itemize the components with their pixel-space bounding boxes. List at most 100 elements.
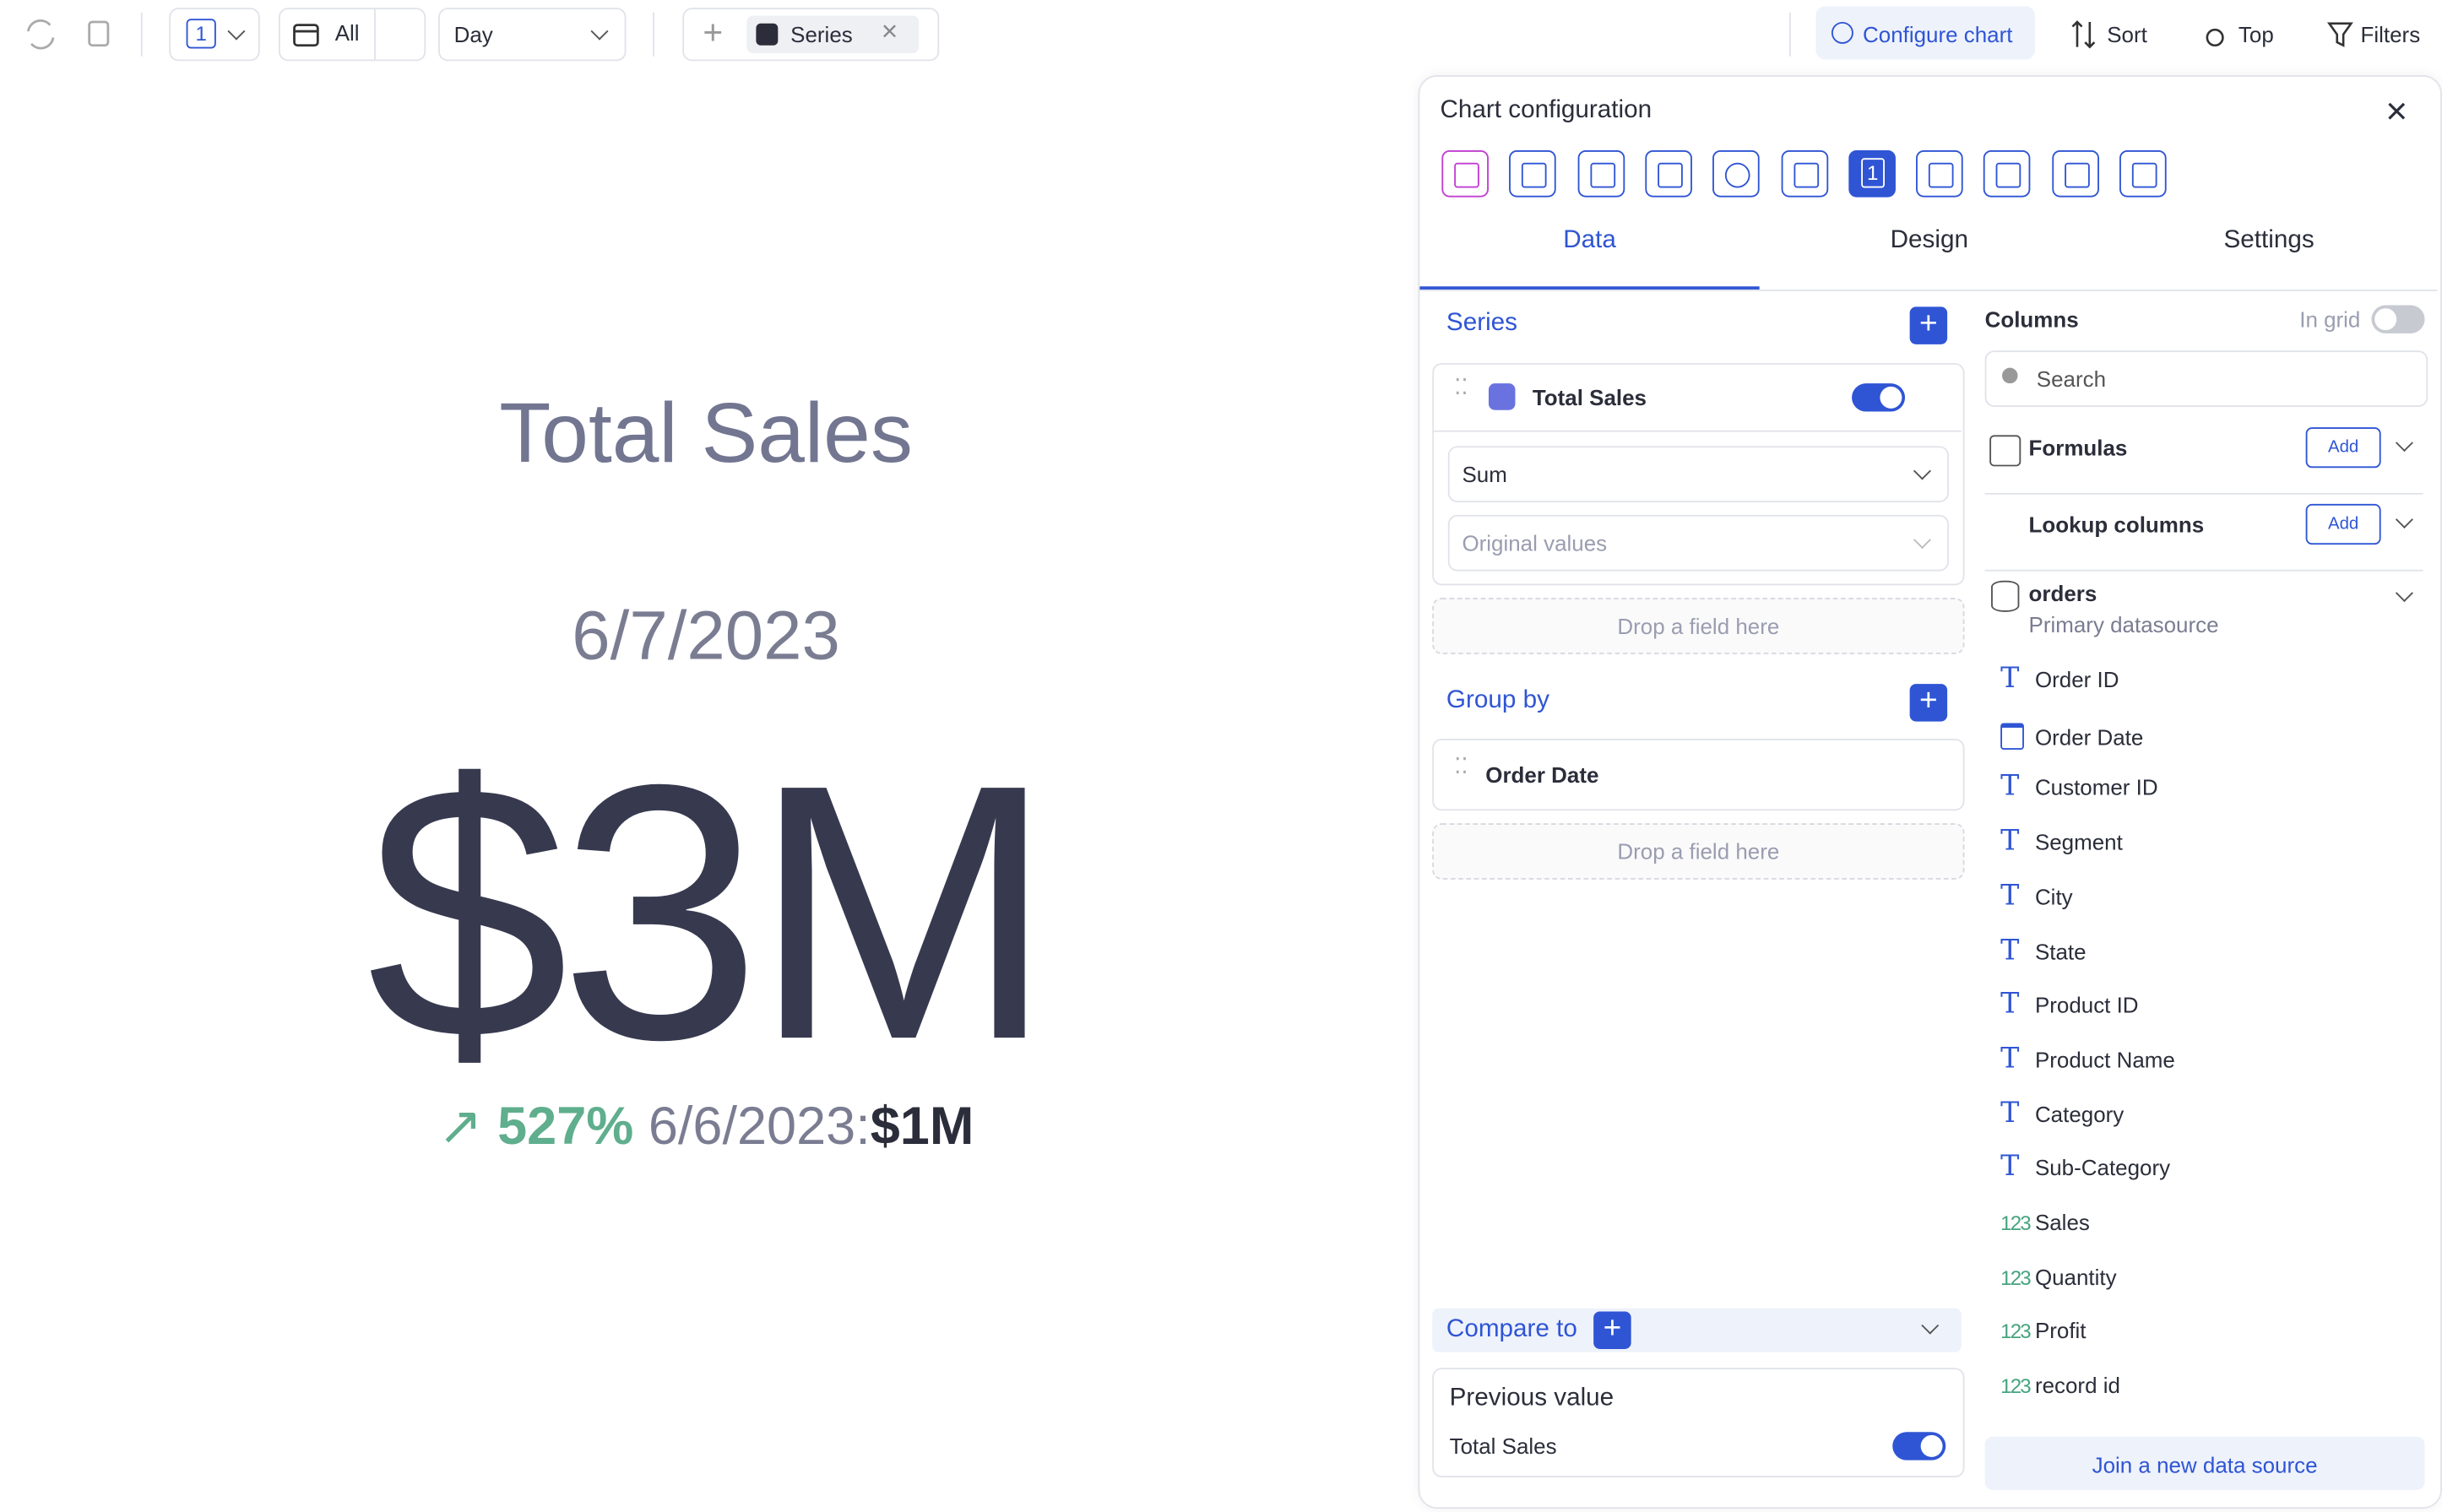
groupby-drop[interactable]: Drop a field here [1432,823,1965,880]
field-type-icon: T [2000,770,2020,804]
field-row: T Product ID [2000,989,2138,1021]
series-heading: Series [1446,310,1517,337]
add-series[interactable]: + [1909,306,1948,344]
kpi-title: Total Sales [499,386,913,481]
tab[interactable]: Data [1563,226,1616,254]
transform-select[interactable]: Original values [1447,514,1949,572]
icon-glyph [1725,162,1750,188]
field-name: Customer ID [2034,775,2158,801]
compare-heading: Compare to [1446,1316,1577,1343]
range-select[interactable]: All [278,8,426,62]
series-name: Total Sales [1532,385,1647,410]
aggregation-label: Sum [1462,461,1507,487]
series-chip-label: Series [790,21,853,47]
chart-type-icon[interactable] [2119,149,2167,198]
chart-type-icon[interactable] [2051,149,2099,198]
field-row: T Order ID [2000,663,2119,695]
groupby-name: Order Date [1485,761,1599,788]
sort-button[interactable]: Sort [2107,21,2147,47]
filters-button[interactable]: Filters [2360,21,2421,47]
configure-button[interactable]: Configure chart [1815,6,2035,60]
series-chip[interactable]: Series × [746,15,920,54]
compare-header[interactable]: Compare to + [1432,1308,1962,1352]
field-name: Segment [2034,829,2123,855]
field-name: State [2034,938,2087,964]
page-number: 1 [186,19,216,49]
chart-type-icon[interactable] [1576,149,1625,198]
panel-title: Chart configuration [1440,96,1652,124]
field-row: 123 record id [2000,1369,2120,1401]
chart-type-number: 1 [1860,158,1885,188]
columns-heading: Columns [1984,306,2079,333]
icon-glyph [1657,162,1683,188]
kpi-change: 527% [497,1097,634,1157]
search-box[interactable]: Search [1984,350,2428,407]
field-name: record id [2034,1372,2120,1398]
field-name: Profit [2034,1318,2087,1344]
source-sub: Primary datasource [2028,611,2219,637]
groupby-heading: Group by [1446,686,1549,714]
field-row: T Customer ID [2000,772,2157,804]
chart-type-icon[interactable] [1780,149,1828,198]
chart-type-icon[interactable] [1983,149,2032,198]
series-color[interactable] [1488,383,1516,410]
icon-glyph [1589,162,1615,188]
add-groupby[interactable]: + [1909,684,1948,722]
transform-label: Original values [1462,530,1608,556]
field-type-icon: T [2000,879,2020,913]
icon-glyph [1996,162,2021,188]
in-grid-label: In grid [2299,306,2361,333]
field-type-icon: 123 [2000,1265,2032,1289]
field-type-icon: 123 [2000,1320,2032,1344]
series-drop[interactable]: Drop a field here [1432,598,1965,654]
field-type-icon: T [2000,825,2020,859]
compare-title: Previous value [1449,1385,1614,1412]
join-button[interactable]: Join a new data source [1984,1436,2425,1490]
field-row: Order Date [2000,718,2144,750]
kpi-value: $3M [366,710,1054,1116]
field-name: Order Date [2034,723,2144,750]
close-button[interactable]: × [2385,90,2408,133]
chart-type-icon[interactable]: 1 [1848,149,1896,198]
chart-type-icon[interactable] [1509,149,1557,198]
formulas-label: Formulas [2028,435,2128,461]
aggregation-select[interactable]: Sum [1447,446,1949,503]
series-bar: + Series × [682,8,940,62]
field-row: T Category [2000,1097,2125,1130]
kpi-compare-date: 6/6/2023: [648,1097,871,1157]
icon-glyph [1929,162,1954,188]
icon-glyph [2131,162,2157,188]
chart-type-icon[interactable] [1645,149,1692,198]
chart-type-icon[interactable] [1916,149,1963,198]
field-name: Category [2034,1101,2125,1126]
kpi-date: 6/7/2023 [572,598,840,675]
chart-type-icon[interactable] [1712,149,1761,198]
field-name: Order ID [2034,666,2119,692]
tab[interactable]: Settings [2223,226,2314,254]
tab[interactable]: Design [1890,226,1968,254]
field-row: T Sub-Category [2000,1152,2170,1184]
lookup-add[interactable]: Add [2305,503,2381,545]
field-row: T Segment [2000,826,2123,858]
toolbar-icons[interactable] [22,16,119,53]
page-select[interactable]: 1 [169,8,260,62]
field-type-icon: T [2000,1042,2020,1076]
in-grid-toggle[interactable] [2371,305,2425,333]
chart-type-icon[interactable] [1441,149,1489,198]
granularity-select[interactable]: Day [438,8,627,62]
compare-series: Total Sales [1449,1433,1557,1459]
field-name: Sub-Category [2034,1155,2171,1181]
icon-glyph [1793,162,1819,188]
compare-toggle[interactable] [1892,1432,1946,1461]
icon-glyph [2064,162,2090,188]
tab-underline [1419,286,1760,290]
config-panel [1418,74,2442,1509]
field-type-icon: T [2000,1151,2020,1184]
field-name: Product ID [2034,992,2139,1018]
field-row: T State [2000,935,2086,967]
field-row: 123 Sales [2000,1206,2090,1238]
formulas-add[interactable]: Add [2305,427,2381,469]
series-toggle[interactable] [1852,383,1906,412]
top-button[interactable]: Top [2238,21,2274,47]
